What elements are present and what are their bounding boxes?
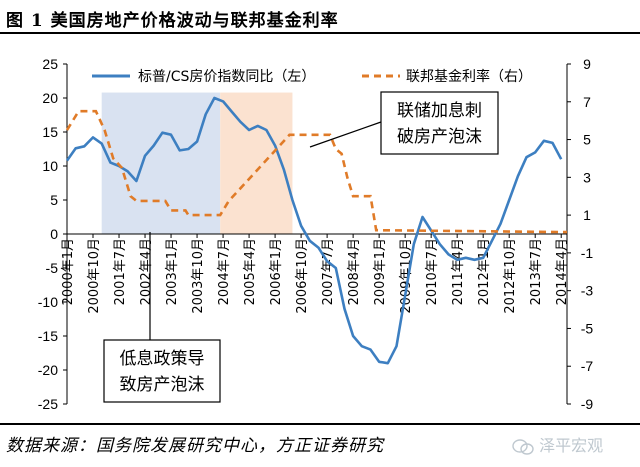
left-tick-label: 10 <box>42 158 58 174</box>
x-tick-label: 2012年10月 <box>503 238 518 314</box>
x-tick-label: 2012年1月 <box>477 238 492 305</box>
x-tick-label: 2002年4月 <box>139 238 154 305</box>
wechat-icon <box>512 438 534 455</box>
title-divider <box>0 32 640 34</box>
x-tick-label: 2003年10月 <box>191 238 206 314</box>
x-tick-label: 2013年7月 <box>529 238 544 305</box>
right-tick-label: -7 <box>581 358 594 374</box>
right-tick-label: 9 <box>583 56 591 72</box>
source-note: 数据来源：国务院发展研究中心，方正证券研究 <box>6 436 384 456</box>
left-tick-label: 15 <box>42 124 58 140</box>
x-tick-label: 2006年1月 <box>269 238 284 305</box>
shaded-region-1 <box>101 92 221 234</box>
low-rate-callout-box <box>103 339 221 403</box>
right-tick-label: 3 <box>583 169 591 185</box>
x-tick-label: 2004年7月 <box>217 238 232 305</box>
left-tick-label: -10 <box>38 294 58 310</box>
x-tick-label: 2009年1月 <box>373 238 388 305</box>
x-tick-label: 2008年4月 <box>347 238 362 305</box>
x-tick-label: 2006年10月 <box>295 238 310 314</box>
series-line-ffr <box>65 109 568 234</box>
figure-header: 图 1 美国房地产价格波动与联邦基金利率 <box>0 0 640 34</box>
x-tick-label: 2000年10月 <box>87 238 102 314</box>
x-tick-label: 2005年4月 <box>243 238 258 305</box>
x-tick-label: 2000年1月 <box>61 238 76 305</box>
line-chart: 25 20 15 10 5 0 -5 -10 -15 -20 -25 9 7 5 3 1 -1 -3 -5 -7 -9 2… <box>38 56 594 412</box>
hike-callout-text: 联储加息刺 <box>397 101 482 121</box>
right-tick-label: 7 <box>583 94 591 110</box>
left-tick-label: -20 <box>38 362 58 378</box>
right-tick-label: -3 <box>581 283 594 299</box>
hike-callout-pointer <box>309 121 382 148</box>
x-tick-label: 2014年4月 <box>555 238 570 305</box>
legend-label-ffr: 联邦基金利率（右） <box>406 68 532 85</box>
low-rate-callout-text: 低息政策导 <box>120 349 205 369</box>
left-tick-label: -15 <box>38 328 58 344</box>
figure-title: 图 1 美国房地产价格波动与联邦基金利率 <box>6 11 339 31</box>
right-tick-label: -9 <box>581 396 594 412</box>
hike-callout-text: 破房产泡沫 <box>397 127 482 147</box>
series-line-hpi <box>65 96 563 365</box>
x-tick-label: 2010年7月 <box>425 238 440 305</box>
x-tick-label: 2011年4月 <box>451 238 466 305</box>
low-rate-callout-text: 致房产泡沫 <box>120 375 205 395</box>
watermark-text: 泽平宏观 <box>539 436 604 455</box>
left-tick-label: 20 <box>42 90 58 106</box>
right-tick-label: 5 <box>583 132 591 148</box>
x-tick-label: 2003年1月 <box>165 238 180 305</box>
legend-label-hpi: 标普/CS房价指数同比（左） <box>138 69 315 85</box>
x-tick-label: 2001年7月 <box>113 238 128 305</box>
left-tick-label: -5 <box>46 260 59 276</box>
right-tick-label: -1 <box>581 245 594 261</box>
source-divider <box>0 423 640 425</box>
left-tick-label: 5 <box>50 192 58 208</box>
hike-callout-box <box>380 91 499 155</box>
left-tick-label: 25 <box>42 56 58 72</box>
left-tick-label: 0 <box>50 226 58 242</box>
right-tick-label: 1 <box>583 207 591 223</box>
right-tick-label: -5 <box>581 320 594 336</box>
x-tick-label: 2007年7月 <box>321 238 336 305</box>
left-tick-label: -25 <box>38 396 58 412</box>
watermark: 泽平宏观 <box>512 432 603 456</box>
